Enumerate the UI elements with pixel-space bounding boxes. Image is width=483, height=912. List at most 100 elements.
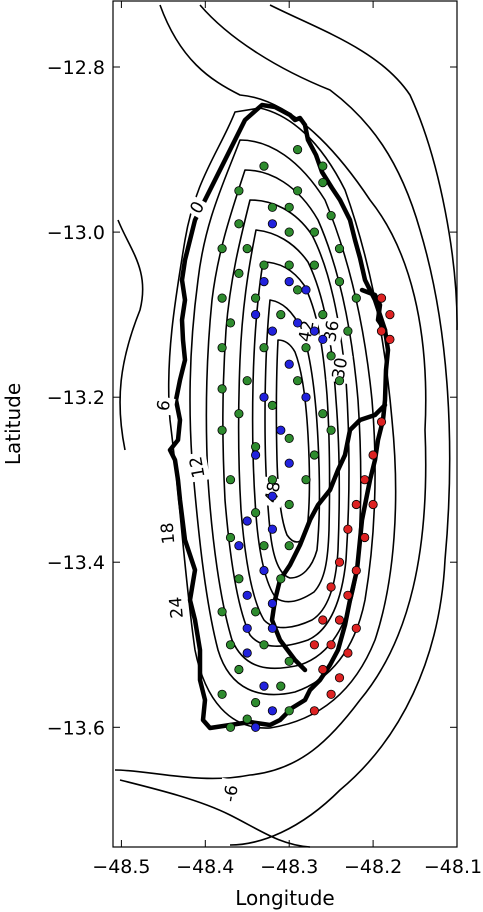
data-point xyxy=(309,326,319,336)
data-point xyxy=(334,615,345,625)
data-point xyxy=(284,276,294,287)
data-point xyxy=(334,557,345,567)
data-point xyxy=(326,211,336,221)
data-point xyxy=(301,285,311,295)
data-point xyxy=(267,475,277,485)
contour-line xyxy=(222,199,350,647)
data-point xyxy=(318,409,328,419)
data-point xyxy=(292,285,303,295)
contour-lines xyxy=(114,4,458,848)
data-point xyxy=(225,722,236,732)
contour-label-background xyxy=(155,518,180,549)
data-point xyxy=(334,244,345,254)
data-point xyxy=(251,607,261,617)
x-tick-label: −48.5 xyxy=(92,856,150,878)
data-point xyxy=(276,574,286,584)
data-point xyxy=(251,293,261,303)
data-point xyxy=(234,268,244,278)
data-point xyxy=(267,326,277,336)
data-point xyxy=(276,681,286,691)
data-point xyxy=(376,293,387,303)
data-point xyxy=(217,384,227,394)
data-point xyxy=(360,475,370,485)
data-point xyxy=(242,648,252,658)
data-point xyxy=(301,392,311,402)
data-point xyxy=(292,186,303,196)
data-point xyxy=(259,392,269,402)
contour-line xyxy=(264,299,321,579)
data-point xyxy=(385,309,395,320)
contour-line xyxy=(167,107,397,729)
data-point xyxy=(284,433,294,443)
data-point xyxy=(309,640,319,650)
contour-line xyxy=(199,4,451,846)
data-point xyxy=(343,590,353,600)
data-point xyxy=(318,161,328,171)
contour-line xyxy=(117,219,144,451)
x-tick-label: −48.4 xyxy=(176,856,234,878)
data-point xyxy=(242,590,252,600)
x-tick-label: −48.1 xyxy=(424,856,482,878)
data-point xyxy=(267,524,277,534)
data-point xyxy=(267,623,277,633)
data-point xyxy=(368,499,378,510)
y-tick-label: −13.4 xyxy=(47,552,105,574)
data-point xyxy=(334,276,345,287)
data-point xyxy=(267,491,277,501)
contour-label: 6 xyxy=(153,399,175,413)
data-point xyxy=(267,706,277,716)
x-tick-label: −48.3 xyxy=(260,856,318,878)
data-point xyxy=(267,202,277,212)
data-point xyxy=(284,706,294,716)
data-point xyxy=(217,343,227,353)
data-point xyxy=(284,656,294,666)
contour-label: 30 xyxy=(329,356,352,381)
data-point xyxy=(334,376,345,386)
data-point xyxy=(242,516,252,526)
contour-line xyxy=(119,779,311,848)
data-point xyxy=(225,640,236,650)
data-point xyxy=(259,276,269,287)
data-point xyxy=(326,582,336,592)
data-point xyxy=(385,334,395,344)
contour-label: 12 xyxy=(186,455,209,480)
x-tick-label: −48.2 xyxy=(344,856,402,878)
data-point xyxy=(309,227,319,237)
data-point xyxy=(242,376,252,386)
data-point xyxy=(284,359,294,369)
data-point xyxy=(376,417,387,427)
data-point xyxy=(267,598,277,609)
inner-boundary-upper xyxy=(359,287,388,333)
contour-label-background xyxy=(163,592,189,623)
data-point xyxy=(259,565,269,576)
y-tick-label: −13.0 xyxy=(47,222,105,244)
data-point xyxy=(318,178,328,188)
data-point xyxy=(251,697,261,708)
data-point xyxy=(318,664,328,675)
data-point xyxy=(242,244,252,254)
data-point xyxy=(284,541,294,551)
data-point xyxy=(217,425,227,435)
contour-label-background xyxy=(183,451,211,483)
data-point xyxy=(259,541,269,551)
contour-line xyxy=(114,4,427,780)
y-axis-label: Latitude xyxy=(1,383,25,465)
data-point xyxy=(251,508,261,518)
data-point xyxy=(217,689,227,699)
data-point xyxy=(284,202,294,212)
data-point xyxy=(351,565,361,576)
data-point xyxy=(309,450,319,460)
data-point xyxy=(326,689,336,699)
data-point xyxy=(225,318,236,328)
data-point xyxy=(326,640,336,650)
data-point xyxy=(360,532,370,543)
data-point xyxy=(284,260,294,270)
data-point xyxy=(309,260,319,270)
data-point xyxy=(225,475,236,485)
data-point xyxy=(234,664,244,675)
contour-line xyxy=(189,139,376,696)
data-point xyxy=(251,442,261,452)
y-tick-label: −12.8 xyxy=(47,57,105,79)
data-point xyxy=(326,425,336,435)
